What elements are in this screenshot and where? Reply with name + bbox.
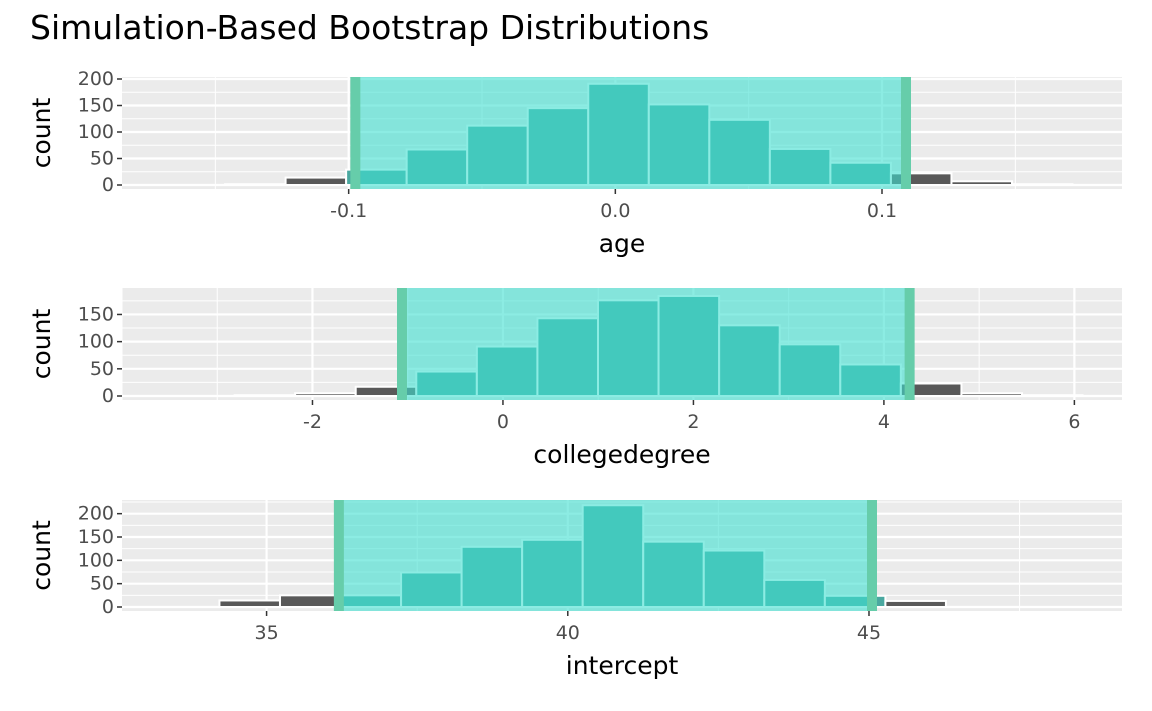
y-tick-label: 50 [90,358,114,380]
y-tick-label: 0 [102,174,114,196]
y-axis-title: count [27,98,56,169]
x-tick-label: 40 [556,622,580,644]
page-title: Simulation-Based Bootstrap Distributions [30,8,710,47]
x-tick-label: 45 [857,622,881,644]
confidence-interval-shade [338,500,873,611]
confidence-interval-shade [355,77,906,189]
y-tick-label: 150 [78,526,114,548]
x-axis-title: collegedegree [533,440,710,469]
y-axis-title: count [27,309,56,380]
y-tick-label: 150 [78,95,114,117]
histogram-bar [218,599,281,609]
x-tick-label: -0.1 [330,200,367,222]
x-tick-label: -2 [303,411,322,433]
facet-panel-age: 0 50 100 150 200 -0.1 0.0 0.1 age count [27,68,1122,258]
y-tick-label: 100 [78,549,114,571]
histogram-bar [294,392,357,397]
x-tick-label: 4 [878,411,890,433]
histogram-bar [960,392,1024,397]
x-tick-label: 2 [687,411,699,433]
y-tick-label: 50 [90,148,114,170]
histogram-bar [224,183,287,186]
x-tick-label: 0.1 [867,200,897,222]
histogram-bar [278,594,342,608]
y-tick-label: 100 [78,331,114,353]
y-tick-label: 200 [78,68,114,90]
x-axis-title: age [599,229,646,258]
x-tick-label: 0.0 [600,200,630,222]
y-tick-label: 200 [78,503,114,525]
confidence-interval-shade [402,288,910,400]
y-tick-label: 100 [78,121,114,143]
facet-panel-collegedegree: 0 50 100 150 -2 0 2 4 6 collegedegree count [27,288,1122,469]
histogram-bar [950,180,1014,186]
x-axis-title: intercept [566,651,679,680]
histogram-bar [1021,394,1084,398]
x-tick-label: 35 [254,622,278,644]
x-tick-label: 0 [497,411,509,433]
y-tick-label: 0 [102,385,114,407]
y-axis-title: count [27,520,56,591]
histogram-bar [233,394,297,398]
x-tick-label: 6 [1068,411,1080,433]
y-tick-label: 150 [78,303,114,325]
histogram-bar [1011,183,1074,186]
histogram-bar [284,176,348,187]
y-tick-label: 50 [90,573,114,595]
y-tick-label: 0 [102,596,114,618]
histogram-bar [884,599,947,609]
